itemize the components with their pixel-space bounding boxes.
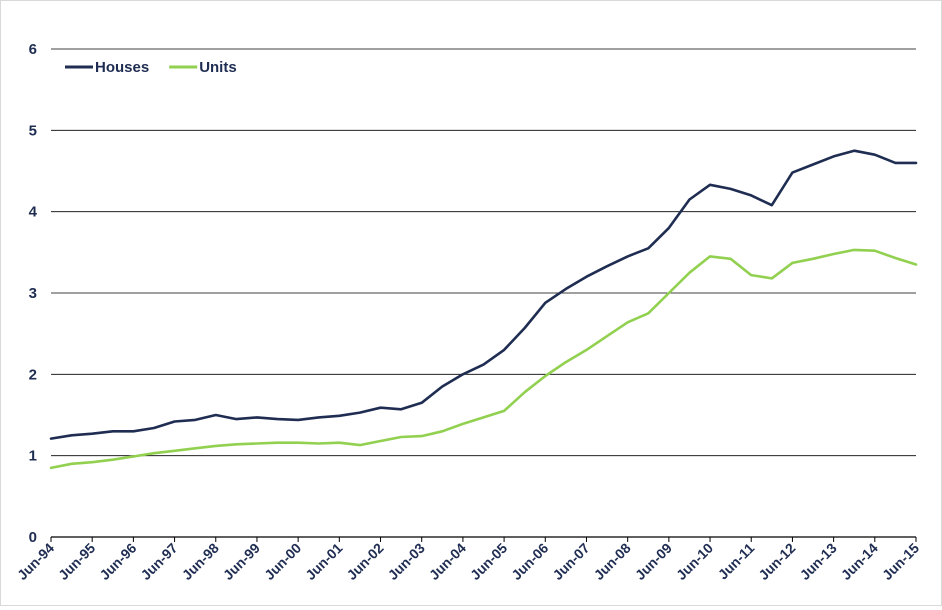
- legend: Houses Units: [65, 59, 237, 76]
- series-line-houses: [49, 149, 918, 440]
- y-tick-label: 1: [29, 448, 37, 465]
- x-tick-label: Jun-13: [797, 540, 840, 583]
- x-tick-label: Jun-96: [96, 540, 139, 583]
- x-tick-label: Jun-03: [385, 540, 428, 583]
- x-tick-label: Jun-05: [467, 540, 510, 583]
- x-tick-label: Jun-02: [343, 540, 386, 583]
- gridlines: [51, 48, 916, 538]
- x-tick-label: Jun-14: [838, 540, 881, 583]
- x-axis-ticks: Jun-94Jun-95Jun-96Jun-97Jun-98Jun-99Jun-…: [14, 537, 922, 583]
- x-tick-label: Jun-08: [591, 540, 634, 583]
- x-tick-label: Jun-09: [632, 540, 675, 583]
- x-tick-label: Jun-01: [302, 540, 345, 583]
- series-lines: [49, 149, 918, 470]
- y-tick-label: 5: [29, 122, 37, 139]
- y-axis-ticks: 0 1 2 3 4 5 6: [29, 41, 38, 546]
- y-tick-label: 6: [29, 41, 37, 58]
- y-tick-label: 4: [29, 204, 38, 221]
- x-tick-label: Jun-98: [179, 540, 222, 583]
- y-tick-label: 0: [29, 529, 37, 546]
- x-tick-label: Jun-07: [549, 540, 592, 583]
- y-tick-label: 3: [29, 285, 37, 302]
- x-tick-label: Jun-95: [55, 540, 98, 583]
- y-tick-label: 2: [29, 366, 37, 383]
- x-tick-label: Jun-11: [715, 540, 758, 583]
- legend-label-houses: Houses: [95, 59, 149, 76]
- x-tick-label: Jun-15: [879, 540, 922, 583]
- x-tick-label: Jun-10: [673, 540, 716, 583]
- x-tick-label: Jun-12: [755, 540, 798, 583]
- legend-label-units: Units: [199, 59, 237, 76]
- x-tick-label: Jun-97: [137, 540, 180, 583]
- x-tick-label: Jun-04: [426, 540, 469, 583]
- x-tick-label: Jun-99: [220, 540, 263, 583]
- series-line-units: [49, 248, 918, 470]
- x-tick-label: Jun-94: [14, 540, 57, 583]
- x-tick-label: Jun-06: [508, 540, 551, 583]
- x-tick-label: Jun-00: [261, 540, 304, 583]
